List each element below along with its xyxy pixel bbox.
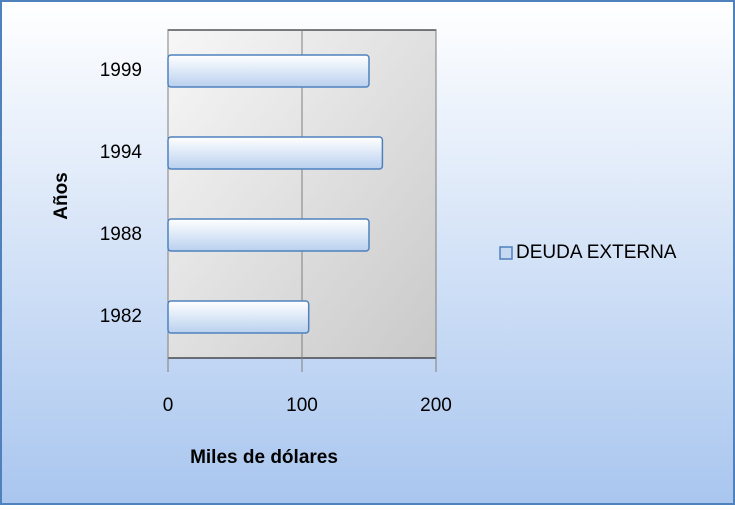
- bar: [167, 54, 370, 88]
- legend-label: DEUDA EXTERNA: [516, 242, 677, 263]
- bar: [167, 300, 310, 334]
- x-tick-label: 0: [163, 395, 174, 416]
- y-tick-label: 1988: [100, 224, 142, 245]
- x-tick-label: 100: [286, 395, 318, 416]
- bar: [167, 218, 370, 252]
- legend-swatch: [499, 246, 513, 260]
- y-axis-label: Años: [51, 172, 72, 220]
- x-axis-label: Miles de dólares: [190, 447, 338, 468]
- x-tick-label: 200: [420, 395, 452, 416]
- y-tick-label: 1999: [100, 60, 142, 81]
- bar: [167, 136, 384, 170]
- y-tick-label: 1994: [100, 142, 143, 163]
- y-tick-label: 1982: [100, 306, 142, 327]
